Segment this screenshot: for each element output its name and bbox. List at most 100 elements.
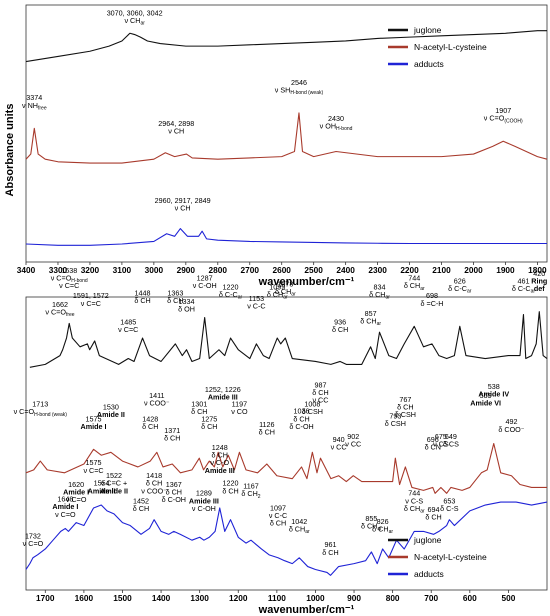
svg-text:δ CH: δ CH <box>222 486 238 495</box>
svg-text:1126: 1126 <box>259 420 274 429</box>
x-tick-label: 800 <box>386 593 400 603</box>
svg-text:δ CH: δ CH <box>212 451 228 460</box>
x-tick-label: 1600 <box>75 593 94 603</box>
svg-text:1662: 1662 <box>52 300 68 309</box>
svg-text:ν CS: ν CS <box>433 439 449 448</box>
svg-text:δ CN: δ CN <box>425 442 441 451</box>
svg-text:1620: 1620 <box>68 480 84 489</box>
svg-text:1301: 1301 <box>191 400 207 409</box>
svg-text:ν NHfree: ν NHfree <box>22 101 47 112</box>
series-line-juglone <box>29 311 548 368</box>
svg-text:1167: 1167 <box>243 482 258 491</box>
svg-text:ν C-C: ν C-C <box>269 511 287 520</box>
svg-text:1287: 1287 <box>197 274 213 283</box>
svg-text:δ =C-H: δ =C-H <box>421 299 444 308</box>
svg-text:δ CH: δ CH <box>146 479 162 488</box>
svg-text:987: 987 <box>314 380 326 389</box>
svg-text:1575: 1575 <box>86 458 102 467</box>
legend-label: juglone <box>413 535 442 545</box>
svg-text:649: 649 <box>445 432 457 441</box>
svg-text:1363: 1363 <box>167 288 183 297</box>
svg-text:694: 694 <box>428 505 440 514</box>
x-tick-label: 2100 <box>432 265 451 275</box>
svg-text:2430: 2430 <box>328 114 344 123</box>
svg-text:1554: 1554 <box>94 479 110 488</box>
svg-text:δ CHar: δ CHar <box>404 281 425 292</box>
svg-text:698: 698 <box>426 291 438 300</box>
svg-text:1638: 1638 <box>61 266 77 275</box>
svg-text:1452: 1452 <box>133 496 149 505</box>
legend-label: adducts <box>414 569 444 579</box>
plot-frame <box>25 296 548 591</box>
svg-text:1713: 1713 <box>32 400 48 409</box>
x-tick-label: 3400 <box>17 265 36 275</box>
svg-text:ν C=C: ν C=C <box>81 299 101 308</box>
legend-label: adducts <box>414 59 444 69</box>
svg-text:1591, 1572: 1591, 1572 <box>73 291 109 300</box>
svg-text:Amide III: Amide III <box>208 393 238 402</box>
plot-frame <box>25 4 548 263</box>
svg-text:1448: 1448 <box>135 288 151 297</box>
svg-text:δ C-OH: δ C-OH <box>289 422 313 431</box>
svg-text:δ CH: δ CH <box>259 428 275 437</box>
svg-text:δ OH: δ OH <box>178 305 195 314</box>
svg-text:461: 461 <box>517 277 529 286</box>
series-line-adducts <box>25 228 547 246</box>
svg-text:1418: 1418 <box>146 471 162 480</box>
series-line-adducts <box>25 501 548 576</box>
svg-text:δ C-Car: δ C-Car <box>448 284 472 295</box>
svg-text:1648: 1648 <box>57 495 73 504</box>
x-tick-label: 1200 <box>229 593 248 603</box>
svg-text:ν COO⁻: ν COO⁻ <box>141 486 167 495</box>
svg-text:ν C=Ofree: ν C=Ofree <box>45 308 74 319</box>
svg-text:δ CH: δ CH <box>201 422 217 431</box>
svg-text:Amide II: Amide II <box>88 486 116 495</box>
svg-text:ν CC: ν CC <box>345 439 361 448</box>
legend: juglone N-acetyl-L-cysteine adducts <box>388 535 487 579</box>
svg-text:1334: 1334 <box>179 297 195 306</box>
svg-text:1732: 1732 <box>25 531 41 540</box>
svg-text:940: 940 <box>333 435 345 444</box>
svg-text:δ CH: δ CH <box>164 434 180 443</box>
svg-text:ν CC: ν CC <box>331 442 347 451</box>
legend-label: N-acetyl-L-cysteine <box>414 552 487 562</box>
svg-text:ν CH: ν CH <box>168 127 184 136</box>
svg-text:1097: 1097 <box>270 503 286 512</box>
svg-text:1367: 1367 <box>166 480 182 489</box>
svg-text:Amide II: Amide II <box>100 486 128 495</box>
svg-text:δ CH: δ CH <box>134 296 150 305</box>
svg-text:ν C=C: ν C=C <box>59 281 79 290</box>
svg-text:1428: 1428 <box>142 414 158 423</box>
svg-text:420: 420 <box>533 269 545 278</box>
svg-text:ν CO: ν CO <box>231 407 248 416</box>
x-tick-label: 600 <box>463 593 477 603</box>
svg-text:ν C-OH: ν C-OH <box>193 281 217 290</box>
x-tick-label: 1800 <box>528 265 547 275</box>
svg-text:3070, 3060, 3042: 3070, 3060, 3042 <box>107 8 163 17</box>
svg-text:δ CH: δ CH <box>133 504 149 513</box>
svg-text:696: 696 <box>427 435 439 444</box>
